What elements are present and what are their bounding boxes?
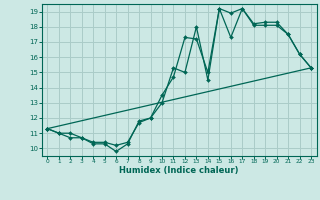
X-axis label: Humidex (Indice chaleur): Humidex (Indice chaleur) [119, 166, 239, 175]
